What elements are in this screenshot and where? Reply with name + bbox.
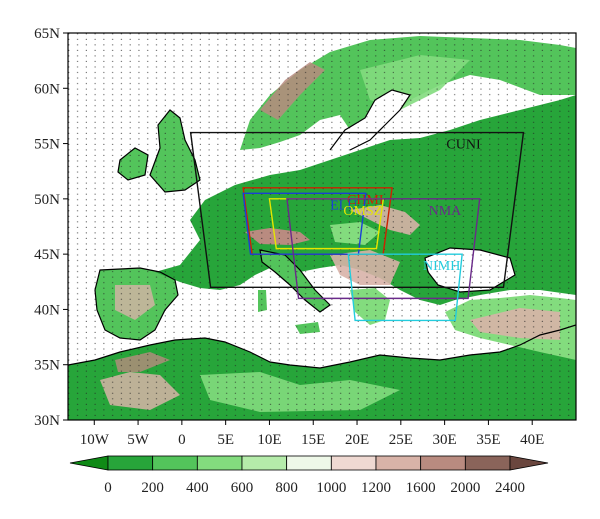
colorbar-segment [330, 455, 377, 471]
graticule-dots [68, 33, 576, 420]
lat-tick-label: 45N [34, 247, 60, 263]
domain-label-nimh: NIMH [423, 259, 460, 274]
colorbar-level-label: 1000 [316, 480, 346, 496]
domain-box-nma [286, 198, 481, 300]
domain-label-cuni: CUNI [446, 138, 481, 153]
domain-label-elu: ELU [330, 198, 357, 213]
domain-box-nimh [347, 253, 463, 322]
colorbar-low-triangle [69, 455, 109, 471]
lon-tick-label: 5E [217, 432, 234, 448]
colorbar-level-label: 2000 [450, 480, 480, 496]
lat-tick-label: 60N [34, 81, 60, 97]
lon-tick-label: 5W [127, 432, 150, 448]
lon-tick-label: 0 [178, 432, 186, 448]
colorbar-level-label: 200 [141, 480, 164, 496]
colorbar-level-label: 0 [104, 480, 112, 496]
colorbar-segment [286, 455, 332, 471]
colorbar-level-label: 400 [186, 480, 209, 496]
colorbar-level-label: 800 [275, 480, 298, 496]
elevation-colorbar: 0 200 400 600 800 1000 1200 1600 2000 2400 [69, 455, 549, 496]
colorbar-segment [107, 455, 154, 471]
colorbar-level-label: 600 [231, 480, 254, 496]
lat-tick-label: 55N [34, 137, 60, 153]
domain-label-omsz: OMSZ [343, 204, 382, 219]
domain-box-cuni [189, 131, 525, 289]
lon-tick-label: 40E [520, 432, 544, 448]
lon-tick-label: 35E [476, 432, 500, 448]
lon-tick-label: 10W [80, 432, 110, 448]
lat-tick-label: 35N [34, 358, 60, 374]
colorbar-level-label: 1600 [406, 480, 436, 496]
colorbar-segment [420, 455, 466, 471]
map-axes: 10W 5W 0 5E 10E 15E 20E 25E 30E 35E 40E 30N 35N 40N 45… [34, 26, 544, 448]
colorbar-segment [196, 455, 243, 471]
colorbar-segment [241, 455, 288, 471]
map-frame [67, 32, 577, 421]
lat-tick-label: 65N [34, 26, 60, 42]
lon-tick-label: 25E [389, 432, 413, 448]
lon-tick-label: 10E [257, 432, 281, 448]
lat-tick-label: 40N [34, 302, 60, 318]
lat-tick-label: 30N [34, 413, 60, 429]
colorbar-segment [152, 455, 198, 471]
domain-label-nma: NMA [429, 204, 463, 219]
lon-tick-label: 15E [301, 432, 325, 448]
colorbar-high-triangle [509, 455, 549, 471]
colorbar-segment [464, 455, 511, 471]
lon-tick-label: 20E [345, 432, 369, 448]
colorbar-level-label: 1200 [361, 480, 391, 496]
lon-tick-label: 30E [433, 432, 457, 448]
colorbar-level-label: 2400 [495, 480, 525, 496]
colorbar-segment [375, 455, 422, 471]
lat-tick-label: 50N [34, 192, 60, 208]
